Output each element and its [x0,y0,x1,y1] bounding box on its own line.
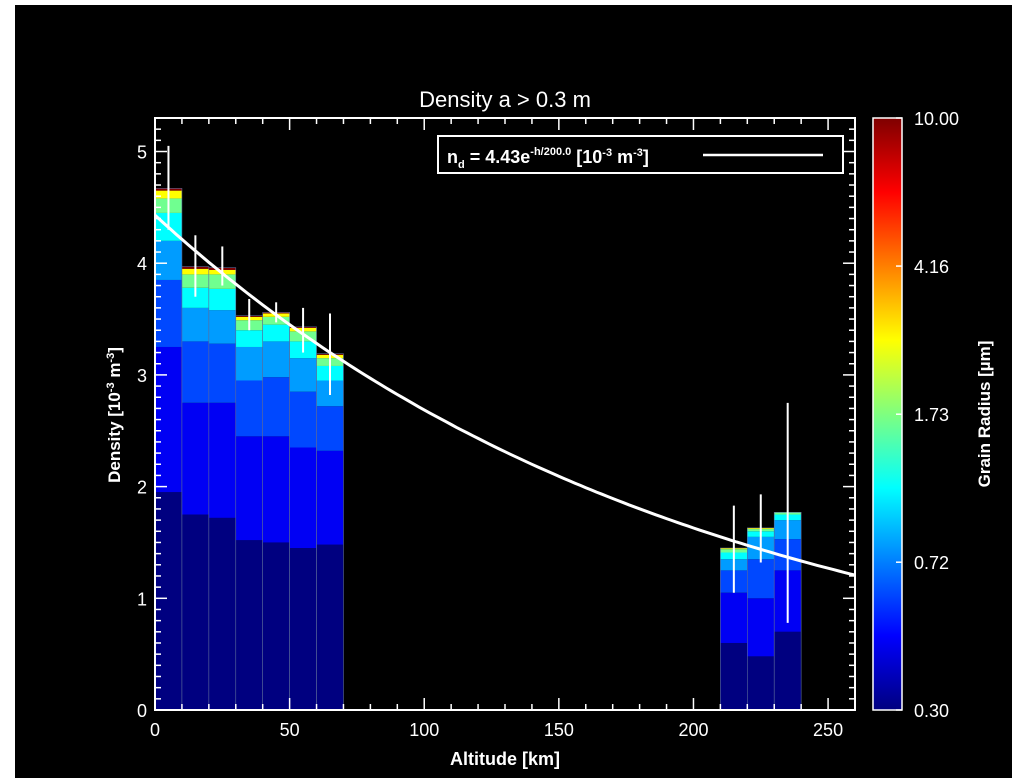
chart-title: Density a > 0.3 m [419,87,591,112]
y-tick-label: 5 [137,143,147,163]
bar-segment [316,544,344,710]
bar-segment [262,542,290,710]
y-tick-label: 3 [137,366,147,386]
legend-label-sup2: -3 [602,147,612,159]
y-tick-label: 1 [137,589,147,609]
y-axis-label: Density [10-3 m-3] [105,347,124,483]
bar-segment [720,592,748,643]
bar-segment [155,279,182,347]
x-tick-label: 150 [544,720,574,740]
bar-segment [181,402,209,515]
bar-segment [181,341,209,403]
bar-segment [235,330,263,347]
bar-segment [155,492,182,710]
x-tick-label: 250 [813,720,843,740]
y-tick-label: 4 [137,254,147,274]
bar-segment [720,642,748,710]
y-tick-label: 0 [137,701,147,721]
colorbar-tick-label: 1.73 [914,405,949,425]
bar-segment [747,656,775,710]
legend-label: nd = 4.43e-h/200.0 [10-3 m-3] [447,146,649,171]
bar-segment [208,310,236,344]
legend-label-mid3: m [612,147,633,167]
legend-box: nd = 4.43e-h/200.0 [10-3 m-3] [437,135,844,174]
y-axis-label-close: ] [105,347,124,353]
colorbar-tick-label: 0.72 [914,553,949,573]
bar-segment [262,436,290,543]
colorbar-tick-label: 10.00 [914,109,959,129]
bar-segment [208,402,236,518]
bar-segment [289,548,317,710]
bar-segment [235,380,263,437]
legend-label-mid2: [10 [571,147,602,167]
bar-segment [316,406,344,451]
legend-frame [437,135,844,174]
y-axis-label-exp: -3 [105,382,117,392]
legend-label-mid: = 4.43e [465,147,531,167]
y-tick-label: 2 [137,478,147,498]
y-axis-label-main: Density [10 [105,392,124,483]
x-tick-label: 50 [280,720,300,740]
bar-segment [208,343,236,403]
bar-segment [289,358,317,392]
bar-segment [289,447,317,549]
bar-segment [262,324,290,342]
bar-segment [235,346,263,381]
bar-segment [289,391,317,448]
bar-segment [235,540,263,710]
bar-segment [316,450,344,545]
legend-label-suffix: ] [643,147,649,167]
colorbar-tick-label: 0.30 [914,701,949,721]
legend-label-prefix: n [447,147,458,167]
y-axis-label-unit: m [105,363,124,383]
colorbar-tick-label: 4.16 [914,257,949,277]
x-tick-label: 100 [409,720,439,740]
colorbar-label: Grain Radius [µm] [975,341,994,488]
x-tick-label: 200 [678,720,708,740]
fit-curve [153,214,856,577]
bar-segment [235,436,263,541]
legend-label-sup3: -3 [633,147,643,159]
bar-segment [208,288,236,311]
bar-segment [181,307,209,342]
x-tick-label: 0 [150,720,160,740]
bar-segment [181,514,209,710]
legend-label-sup: -h/200.0 [530,146,571,158]
bar-segment [181,287,209,308]
bar-segment [208,517,236,710]
y-axis-label-unit-exp: -3 [105,353,117,363]
bar-segment [747,598,775,657]
bar-segment [262,341,290,378]
bar-segment [774,631,802,710]
legend-label-sub: d [458,159,465,171]
x-axis-label: Altitude [km] [450,749,560,769]
bar-segment [747,559,775,599]
bar-segment [262,377,290,437]
bar-segment [155,240,182,280]
